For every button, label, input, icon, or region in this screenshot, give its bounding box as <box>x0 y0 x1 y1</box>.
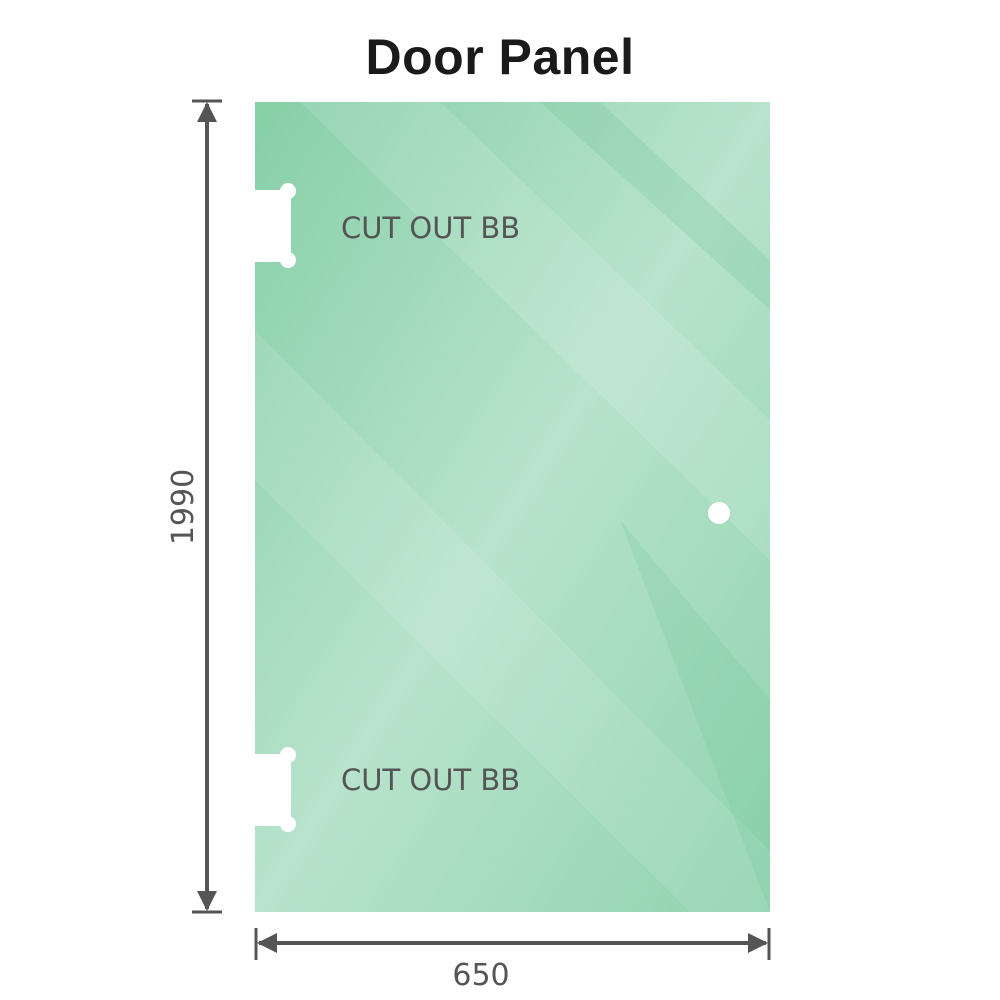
glass-shade <box>540 102 770 310</box>
cutout-top <box>254 183 296 268</box>
handle-hole <box>708 502 730 524</box>
height-dimension: 1990 <box>166 99 222 914</box>
cutout-bottom <box>254 747 296 832</box>
height-label: 1990 <box>166 469 201 545</box>
width-dimension: 650 <box>254 928 771 993</box>
diagram-title: Door Panel <box>365 29 635 85</box>
cutout-label-top: CUT OUT BB <box>341 211 520 245</box>
glass-reflection <box>300 102 770 560</box>
glass-shade <box>620 520 770 912</box>
cutout-label-bottom: CUT OUT BB <box>341 763 520 797</box>
width-label: 650 <box>452 958 509 993</box>
glass-reflection <box>255 330 830 912</box>
glass-panel <box>255 102 830 912</box>
